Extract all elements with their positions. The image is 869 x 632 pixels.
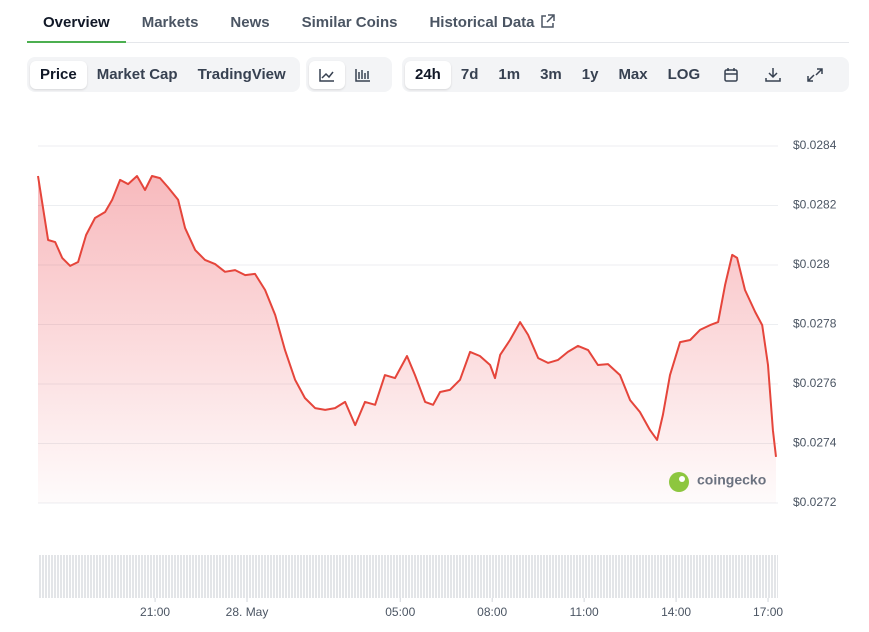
expand-icon [807, 67, 823, 82]
line-chart-button[interactable] [309, 60, 345, 89]
logo-eye [679, 476, 685, 482]
external-link-icon [540, 14, 555, 28]
price-line [37, 175, 777, 458]
y-tick-label: $0.0284 [793, 138, 837, 152]
download-icon [765, 67, 781, 82]
line-icon [319, 68, 334, 82]
tab-label: Historical Data [429, 14, 535, 31]
candle-chart-button[interactable] [345, 61, 381, 89]
x-tick-label: 14:00 [661, 605, 691, 619]
range-button[interactable]: 1y [581, 66, 599, 83]
fullscreen-button[interactable] [794, 61, 836, 89]
tab[interactable]: Overview [27, 0, 126, 43]
view-button[interactable]: Price [30, 60, 87, 89]
x-tick-label: 08:00 [477, 605, 507, 619]
y-tick-label: $0.0276 [793, 376, 837, 390]
y-tick-label: $0.0282 [793, 198, 837, 212]
tab-bar: Overview Markets News Similar Coins Hist… [27, 0, 849, 43]
download-button[interactable] [752, 61, 794, 89]
x-tick-label: 21:00 [140, 605, 170, 619]
volume-band [38, 555, 778, 598]
range-button[interactable]: 1m [498, 66, 521, 83]
view-button[interactable]: TradingView [197, 66, 286, 83]
price-chart: $0.0272 $0.0274 $0.0276 $0.0278 $0.028 $0.028… [37, 138, 837, 619]
y-tick-label: $0.028 [793, 257, 830, 271]
candle-icon [355, 68, 370, 82]
tab[interactable]: Historical Data [413, 0, 570, 42]
view-toggle: Price Market Cap TradingView [27, 57, 300, 92]
range-button[interactable]: 7d [460, 66, 479, 83]
view-button[interactable]: Market Cap [96, 66, 178, 83]
calendar-icon [724, 67, 738, 82]
y-tick-label: $0.0272 [793, 495, 837, 509]
range-button[interactable]: Max [618, 66, 648, 83]
calendar-button[interactable] [710, 61, 752, 89]
x-tick-label: 11:00 [570, 605, 599, 619]
range-button[interactable]: 3m [540, 66, 562, 83]
y-tick-label: $0.0274 [793, 436, 837, 450]
x-tick-label: 28. May [226, 605, 269, 619]
x-tick-label: 05:00 [385, 605, 415, 619]
tab[interactable]: Similar Coins [301, 14, 398, 31]
y-tick-label: $0.0278 [793, 317, 837, 331]
range-toggle: 24h 7d 1m 3m 1y Max LOG [402, 57, 849, 92]
chart-style-toggle [306, 57, 392, 92]
tab[interactable]: Markets [141, 14, 199, 31]
range-button[interactable]: 24h [405, 60, 451, 89]
watermark: coingecko [669, 472, 766, 492]
logo [669, 472, 689, 492]
price-area [38, 176, 776, 503]
x-tick-label: 17:00 [753, 605, 783, 619]
range-button[interactable]: LOG [667, 66, 701, 83]
tab[interactable]: News [230, 14, 270, 31]
watermark-text: coingecko [697, 472, 766, 488]
